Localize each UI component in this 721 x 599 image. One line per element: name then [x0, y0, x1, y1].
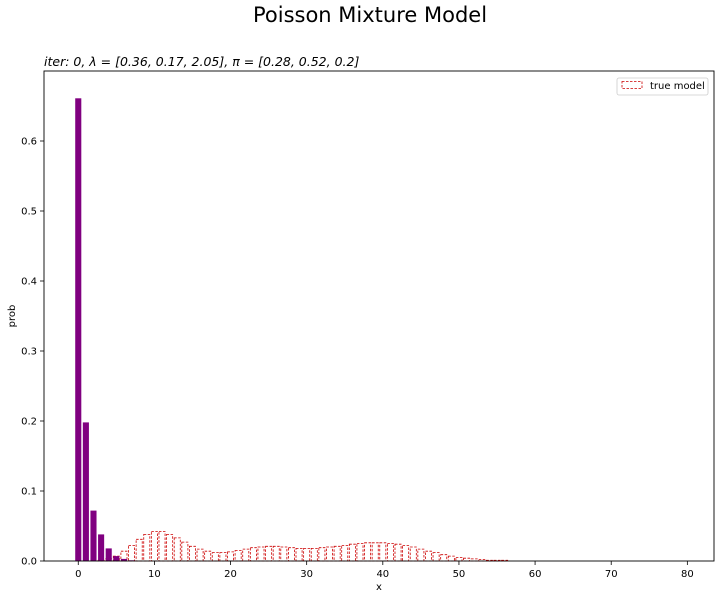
true-model-bar — [463, 557, 471, 562]
model-bars — [75, 98, 135, 562]
true-model-bar — [394, 543, 402, 562]
true-model-bar — [356, 543, 364, 562]
model-bar — [98, 534, 105, 561]
x-tick-label: 20 — [224, 569, 237, 580]
model-bar — [82, 422, 89, 561]
y-tick-label: 0.0 — [21, 557, 37, 568]
true-model-bar — [135, 538, 143, 562]
true-model-bars — [97, 531, 509, 562]
true-model-bar — [173, 537, 181, 562]
x-axis-label: x — [376, 582, 382, 593]
true-model-bar — [402, 545, 410, 562]
true-model-bar — [181, 541, 189, 562]
x-tick-label: 50 — [453, 569, 466, 580]
y-tick-label: 0.1 — [21, 487, 37, 498]
x-tick-label: 60 — [529, 569, 542, 580]
model-bar — [105, 548, 112, 561]
legend-swatch-true-model — [621, 81, 643, 89]
true-model-bar — [348, 543, 356, 562]
true-model-bar — [280, 546, 288, 562]
true-model-bar — [371, 542, 379, 562]
true-model-bar — [143, 534, 151, 562]
true-model-bar — [219, 552, 227, 562]
legend: true model — [616, 77, 709, 96]
true-model-bar — [333, 545, 341, 562]
true-model-bar — [265, 545, 273, 562]
true-model-bar — [364, 542, 372, 562]
true-model-bar — [242, 548, 250, 562]
x-tick-label: 40 — [376, 569, 389, 580]
true-model-bar — [341, 545, 349, 562]
y-tick-label: 0.3 — [21, 347, 37, 358]
model-bar — [120, 558, 127, 561]
x-tick-label: 30 — [300, 569, 313, 580]
true-model-bar — [447, 555, 455, 562]
true-model-bar — [303, 548, 311, 562]
y-axis-label: prob — [7, 305, 18, 328]
model-bar — [90, 510, 97, 561]
true-model-bar — [234, 550, 242, 562]
x-axis-ticks: 0 10 20 30 40 50 60 70 80 — [75, 561, 694, 580]
true-model-bar — [287, 547, 295, 562]
y-tick-label: 0.4 — [21, 277, 37, 288]
true-model-bar — [326, 546, 333, 562]
true-model-bar — [196, 548, 204, 562]
true-model-bar — [189, 545, 196, 562]
true-model-bar — [257, 546, 265, 562]
true-model-bar — [227, 551, 234, 562]
true-model-bar — [409, 546, 417, 562]
axes-subtitle: iter: 0, λ = [0.36, 0.17, 2.05], π = [0.… — [44, 54, 359, 69]
legend-label-true-model: true model — [650, 81, 705, 92]
true-model-bar — [386, 543, 394, 562]
true-model-bar — [204, 550, 212, 562]
x-tick-label: 10 — [148, 569, 161, 580]
plot-frame — [43, 70, 715, 562]
true-model-bar — [379, 542, 387, 562]
y-tick-label: 0.2 — [21, 417, 37, 428]
true-model-bar — [432, 552, 440, 562]
true-model-bar — [249, 547, 257, 562]
true-model-bar — [318, 547, 326, 562]
y-axis-ticks: 0.0 0.1 0.2 0.3 0.4 0.5 0.6 — [21, 137, 44, 568]
y-tick-label: 0.5 — [21, 207, 37, 218]
true-model-bar — [295, 548, 303, 562]
true-model-bar — [455, 557, 463, 562]
x-tick-label: 0 — [75, 569, 81, 580]
true-model-bar — [417, 548, 425, 562]
true-model-bar — [440, 554, 448, 562]
true-model-bar — [478, 559, 486, 562]
model-bar — [113, 556, 120, 561]
true-model-bar — [310, 548, 318, 562]
model-bar — [75, 98, 82, 562]
legend-box — [616, 77, 709, 96]
true-model-bar — [166, 534, 174, 562]
true-model-bar — [425, 550, 432, 562]
x-tick-label: 80 — [681, 569, 694, 580]
true-model-bar — [211, 552, 219, 562]
x-tick-label: 70 — [605, 569, 618, 580]
true-model-bar — [272, 545, 280, 562]
figure-title: Poisson Mixture Model — [253, 3, 487, 27]
true-model-bar — [158, 531, 166, 562]
true-model-bar — [128, 545, 135, 562]
true-model-bar — [150, 531, 158, 562]
y-tick-label: 0.6 — [21, 137, 37, 148]
